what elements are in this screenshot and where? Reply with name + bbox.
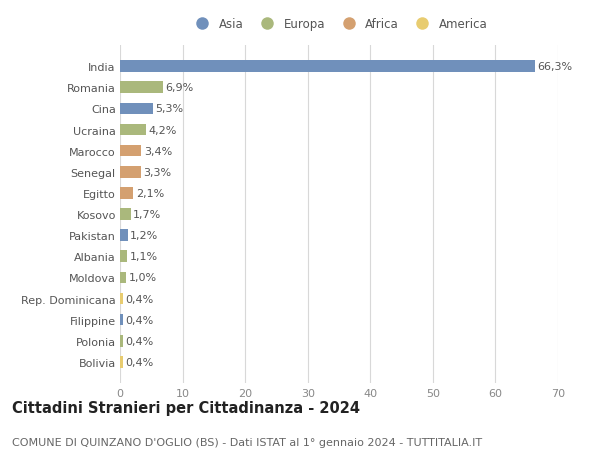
Text: 3,4%: 3,4%: [144, 146, 172, 157]
Bar: [120, 146, 141, 157]
Text: 1,0%: 1,0%: [129, 273, 157, 283]
Bar: [120, 251, 127, 263]
Bar: [120, 356, 122, 368]
Bar: [120, 209, 131, 220]
Text: 1,7%: 1,7%: [133, 210, 161, 219]
Text: COMUNE DI QUINZANO D'OGLIO (BS) - Dati ISTAT al 1° gennaio 2024 - TUTTITALIA.IT: COMUNE DI QUINZANO D'OGLIO (BS) - Dati I…: [12, 437, 482, 448]
Text: 1,2%: 1,2%: [130, 231, 158, 241]
Text: 0,4%: 0,4%: [125, 294, 153, 304]
Bar: [120, 103, 153, 115]
Text: 0,4%: 0,4%: [125, 315, 153, 325]
Bar: [120, 293, 122, 305]
Text: 0,4%: 0,4%: [125, 357, 153, 367]
Text: 4,2%: 4,2%: [149, 125, 177, 135]
Text: Cittadini Stranieri per Cittadinanza - 2024: Cittadini Stranieri per Cittadinanza - 2…: [12, 400, 360, 415]
Text: 6,9%: 6,9%: [166, 83, 194, 93]
Bar: [120, 335, 122, 347]
Text: 66,3%: 66,3%: [538, 62, 572, 72]
Text: 1,1%: 1,1%: [130, 252, 158, 262]
Bar: [120, 230, 128, 241]
Text: 0,4%: 0,4%: [125, 336, 153, 346]
Bar: [120, 167, 140, 178]
Text: 3,3%: 3,3%: [143, 168, 171, 178]
Bar: [120, 272, 126, 284]
Legend: Asia, Europa, Africa, America: Asia, Europa, Africa, America: [190, 18, 488, 31]
Bar: [120, 82, 163, 94]
Text: 2,1%: 2,1%: [136, 189, 164, 198]
Bar: [120, 124, 146, 136]
Bar: [120, 314, 122, 326]
Text: 5,3%: 5,3%: [155, 104, 184, 114]
Bar: [120, 61, 535, 73]
Bar: [120, 188, 133, 199]
